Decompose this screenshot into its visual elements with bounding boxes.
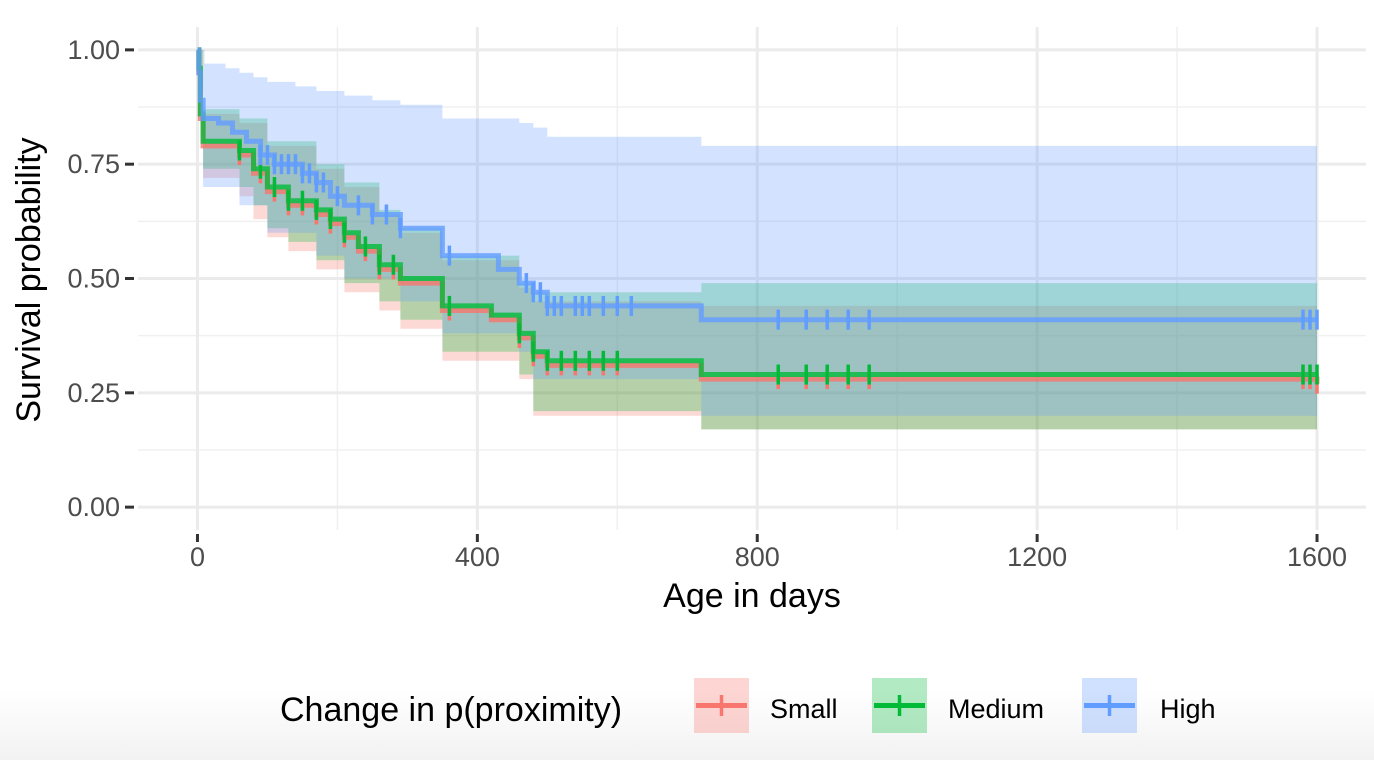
- y-tick-label: 0.25: [67, 378, 120, 408]
- y-axis-title: Survival probability: [10, 137, 48, 422]
- y-tick-label: 0.00: [67, 492, 120, 522]
- x-tick-label: 400: [455, 542, 500, 572]
- band-high: [197, 49, 1317, 416]
- legend: Change in p(proximity) Small Medium High: [280, 678, 1216, 733]
- grid-major: [138, 27, 1366, 530]
- x-tick-label: 0: [190, 542, 205, 572]
- band-medium: [197, 49, 1317, 430]
- legend-title: Change in p(proximity): [280, 691, 622, 729]
- axis-tick-labels: 0 400 800 1200 1600 0.00 0.25 0.50 0.75 1.00: [67, 35, 1347, 572]
- band-small: [197, 49, 1317, 430]
- axis-ticks: [125, 48, 1319, 542]
- legend-label-medium: Medium: [948, 694, 1044, 724]
- confidence-bands: [197, 49, 1317, 430]
- x-tick-label: 800: [735, 542, 780, 572]
- censor-marks: [237, 140, 1319, 394]
- y-tick-label: 1.00: [67, 35, 120, 65]
- x-axis-title: Age in days: [663, 577, 841, 615]
- x-tick-label: 1200: [1007, 542, 1067, 572]
- x-tick-label: 1600: [1287, 542, 1347, 572]
- y-tick-label: 0.75: [67, 149, 120, 179]
- legend-label-small: Small: [770, 694, 838, 724]
- y-tick-label: 0.50: [67, 264, 120, 294]
- legend-label-high: High: [1160, 694, 1216, 724]
